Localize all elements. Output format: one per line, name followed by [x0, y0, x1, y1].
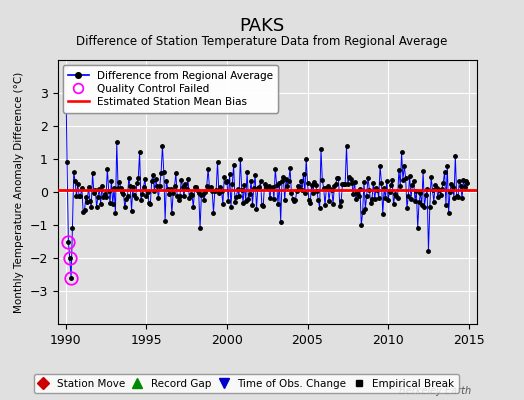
- Legend: Difference from Regional Average, Quality Control Failed, Estimated Station Mean: Difference from Regional Average, Qualit…: [63, 65, 278, 112]
- Text: PAKS: PAKS: [239, 17, 285, 35]
- Text: Difference of Station Temperature Data from Regional Average: Difference of Station Temperature Data f…: [77, 36, 447, 48]
- Legend: Station Move, Record Gap, Time of Obs. Change, Empirical Break: Station Move, Record Gap, Time of Obs. C…: [34, 374, 459, 393]
- Text: Berkeley Earth: Berkeley Earth: [399, 386, 472, 396]
- Y-axis label: Monthly Temperature Anomaly Difference (°C): Monthly Temperature Anomaly Difference (…: [14, 71, 24, 313]
